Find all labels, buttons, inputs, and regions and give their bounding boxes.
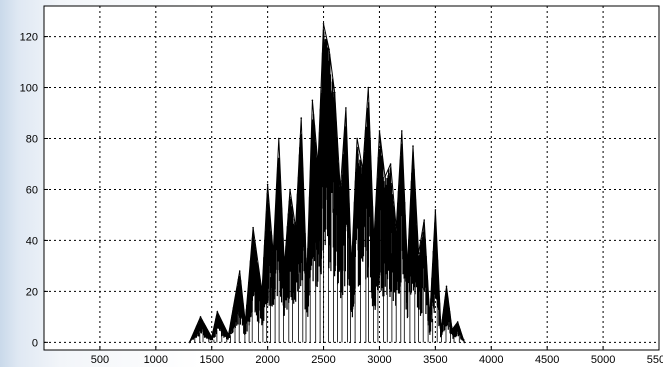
- data-point: [350, 265, 353, 267]
- data-point: [278, 137, 280, 140]
- data-point: [289, 188, 291, 191]
- data-point: [367, 86, 370, 89]
- data-point: [417, 252, 420, 254]
- signal-notches: [194, 183, 465, 343]
- data-point: [311, 99, 314, 102]
- x-tick-label: 1000: [144, 354, 168, 366]
- data-point: [210, 336, 213, 339]
- data-point: [244, 321, 247, 323]
- tick-labels: 500 1000 1500 2000 2500 3000 3500 4000 4500 5000 5…: [20, 32, 663, 366]
- x-tick-label: 4500: [535, 354, 559, 366]
- data-point: [272, 252, 275, 254]
- y-tick-label: 100: [20, 83, 38, 95]
- data-point: [395, 226, 398, 229]
- y-tick-label: 20: [26, 286, 38, 298]
- data-point: [261, 290, 263, 293]
- data-point: [317, 163, 319, 165]
- data-point: [333, 91, 336, 94]
- data-point: [456, 321, 459, 323]
- y-tick-label: 60: [26, 184, 38, 196]
- y-tick-label: 0: [32, 337, 38, 349]
- data-point: [406, 265, 409, 267]
- data-series: [188, 23, 466, 344]
- data-point: [227, 333, 230, 336]
- y-tick-label: 40: [26, 235, 38, 247]
- y-tick-label: 80: [26, 134, 38, 146]
- axis-ticks: [44, 36, 660, 350]
- x-tick-label: 5000: [591, 354, 615, 366]
- data-point: [283, 265, 286, 267]
- data-point: [252, 226, 254, 229]
- x-tick-label: 1500: [199, 354, 223, 366]
- data-point: [423, 219, 426, 221]
- data-point: [451, 328, 453, 331]
- data-point: [373, 239, 375, 242]
- data-point: [389, 163, 392, 165]
- data-point: [238, 270, 241, 272]
- x-tick-label: 2000: [255, 354, 279, 366]
- x-tick-label: 3500: [423, 354, 447, 366]
- data-point: [429, 316, 431, 318]
- x-tick-label: 2500: [311, 354, 335, 366]
- data-point: [328, 48, 330, 51]
- data-point: [463, 341, 466, 344]
- data-point: [401, 130, 403, 132]
- data-point: [445, 285, 448, 288]
- data-point: [322, 23, 325, 25]
- data-point: [378, 130, 381, 132]
- data-point: [356, 137, 358, 140]
- data-point: [306, 277, 308, 280]
- data-point: [339, 188, 342, 191]
- data-point: [440, 328, 442, 331]
- data-point: [188, 341, 191, 344]
- data-point: [361, 168, 364, 170]
- data-point: [345, 107, 347, 109]
- data-point: [300, 117, 303, 119]
- data-point: [266, 183, 269, 186]
- x-tick-label: 500: [91, 354, 109, 366]
- data-point: [384, 175, 386, 178]
- data-point: [434, 209, 437, 211]
- data-point: [412, 145, 414, 147]
- data-point: [216, 311, 219, 313]
- x-tick-label: 4000: [479, 354, 503, 366]
- x-tick-label: 3000: [367, 354, 391, 366]
- y-tick-label: 120: [20, 32, 38, 44]
- data-point: [199, 316, 202, 318]
- signal-body: [189, 29, 465, 343]
- data-point: [294, 226, 297, 229]
